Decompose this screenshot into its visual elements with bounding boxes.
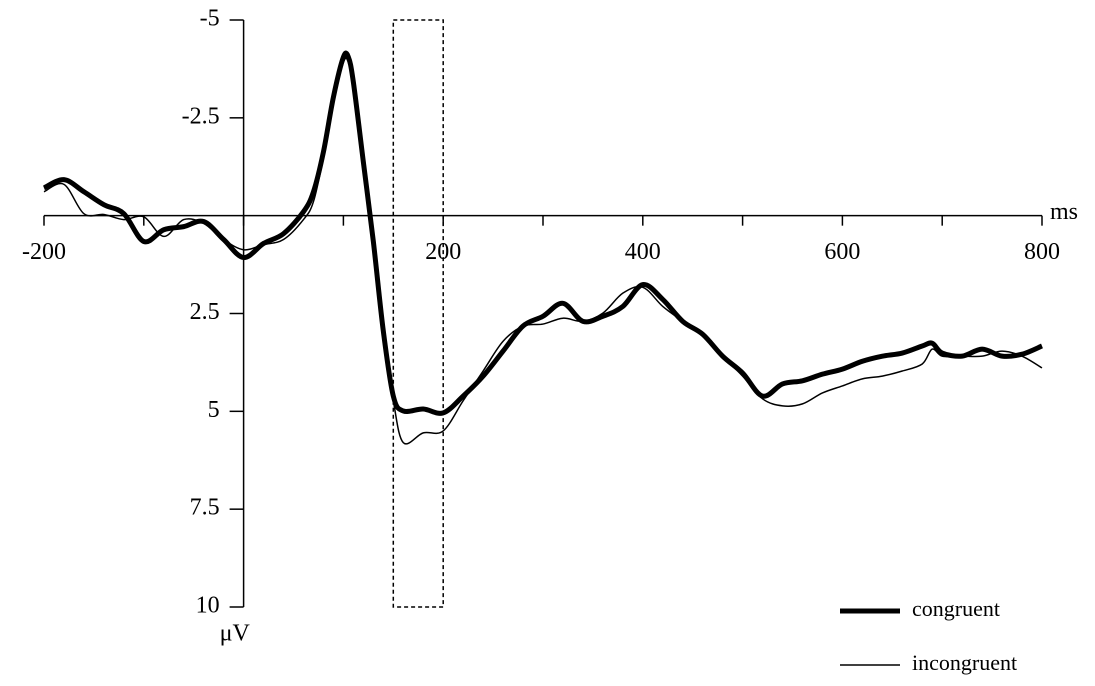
- series-line: [43, 57, 1043, 445]
- legend-label: congruent: [912, 596, 1000, 621]
- highlight-window: [392, 19, 444, 608]
- y-tick-label: 5: [208, 397, 220, 423]
- y-tick-label: 7.5: [190, 495, 220, 521]
- x-tick-label: 800: [1024, 239, 1060, 265]
- y-tick-label: -2.5: [182, 103, 220, 129]
- x-tick-label: -200: [22, 239, 66, 265]
- legend-label: incongruent: [912, 650, 1017, 675]
- x-axis-label: ms: [1050, 199, 1078, 225]
- y-tick-label: 2.5: [190, 299, 220, 325]
- x-tick-label: 600: [824, 239, 860, 265]
- x-tick-label: 400: [625, 239, 661, 265]
- y-axis-label: μV: [220, 621, 251, 647]
- y-tick-label: -5: [200, 6, 220, 32]
- series-line: [42, 50, 1043, 416]
- y-tick-label: 10: [196, 593, 220, 619]
